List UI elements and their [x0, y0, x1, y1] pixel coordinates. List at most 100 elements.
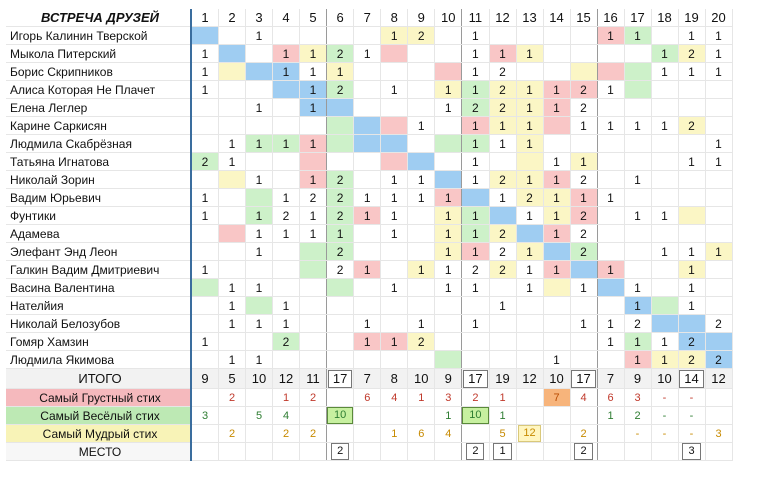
score-cell: [678, 206, 706, 225]
score-cell: 1: [705, 62, 733, 81]
score-cell: [353, 350, 382, 369]
score-cell: 1: [489, 44, 517, 63]
score-cell: 1: [624, 206, 652, 225]
score-cell: 1: [678, 260, 706, 279]
score-cell: 1: [624, 278, 652, 297]
column-header: 9: [407, 9, 436, 27]
place-row-value: 1: [493, 443, 512, 460]
sad-row-cell: 1: [489, 388, 517, 407]
score-cell: 1: [597, 188, 625, 207]
score-cell: 2: [624, 314, 652, 333]
score-cell: 1: [353, 188, 382, 207]
score-cell: 1: [624, 170, 652, 189]
score-cell: 1: [434, 242, 463, 261]
score-cell: 1: [461, 152, 490, 171]
column-header: 15: [570, 9, 598, 27]
score-cell: [651, 80, 679, 99]
score-cell: [272, 170, 300, 189]
score-cell: 1: [191, 260, 219, 279]
score-cell: 1: [353, 44, 382, 63]
score-cell: [353, 134, 382, 153]
score-cell: [299, 260, 327, 279]
score-cell: 1: [516, 278, 544, 297]
score-cell: 1: [597, 332, 625, 351]
score-cell: [353, 26, 382, 45]
place-row-label: МЕСТО: [6, 442, 192, 461]
score-cell: 1: [516, 98, 544, 117]
score-cell: 1: [434, 260, 463, 279]
column-header: 12: [489, 9, 517, 27]
sad-row-cell: 6: [353, 388, 382, 407]
score-cell: [434, 314, 463, 333]
score-cell: [245, 44, 273, 63]
wise-row-cell: [245, 424, 273, 443]
score-cell: [678, 314, 706, 333]
merry-row-cell: -: [678, 406, 706, 425]
score-cell: 1: [245, 224, 273, 243]
place-row-cell: [543, 442, 571, 461]
score-cell: 1: [543, 188, 571, 207]
score-cell: 1: [245, 170, 273, 189]
score-cell: [489, 26, 517, 45]
score-cell: [434, 170, 463, 189]
score-cell: [245, 62, 273, 81]
participant-name: Гомяр Хамзин: [6, 332, 192, 351]
score-cell: [272, 116, 300, 135]
score-cell: [218, 44, 246, 63]
score-cell: 2: [489, 170, 517, 189]
score-cell: 1: [245, 314, 273, 333]
score-cell: 2: [326, 80, 355, 99]
score-cell: 2: [461, 260, 490, 279]
score-cell: [218, 26, 246, 45]
score-cell: [705, 206, 733, 225]
participant-name: Людмила Скабрёзная: [6, 134, 192, 153]
score-cell: 2: [489, 224, 517, 243]
score-cell: [299, 278, 327, 297]
score-cell: 1: [218, 152, 246, 171]
sad-row-cell: [245, 388, 273, 407]
score-cell: [597, 44, 625, 63]
score-cell: 1: [218, 278, 246, 297]
score-cell: 1: [272, 62, 300, 81]
total-cell: 7: [353, 368, 382, 389]
participant-name: Фунтики: [6, 206, 192, 225]
score-cell: [380, 296, 409, 315]
score-cell: 1: [705, 44, 733, 63]
merry-row-cell: 5: [245, 406, 273, 425]
score-cell: 1: [678, 152, 706, 171]
score-cell: 1: [245, 350, 273, 369]
score-cell: 2: [489, 260, 517, 279]
score-cell: 1: [651, 116, 679, 135]
score-cell: [353, 98, 382, 117]
score-cell: 1: [570, 152, 598, 171]
score-cell: [489, 314, 517, 333]
merry-row-cell: 1: [597, 406, 625, 425]
score-cell: [326, 26, 355, 45]
place-row-cell: 3: [678, 442, 706, 461]
score-cell: 1: [543, 152, 571, 171]
column-header: 17: [624, 9, 652, 27]
score-cell: 1: [570, 314, 598, 333]
score-cell: 1: [624, 332, 652, 351]
score-cell: [407, 62, 436, 81]
score-cell: [272, 26, 300, 45]
score-cell: [299, 296, 327, 315]
score-cell: 1: [624, 296, 652, 315]
score-cell: [705, 116, 733, 135]
score-cell: [326, 314, 355, 333]
sad-row-cell: 3: [434, 388, 463, 407]
score-cell: [191, 26, 219, 45]
wise-row-label: Самый Мудрый стих: [6, 424, 192, 443]
participant-name: Игорь Калинин Тверской: [6, 26, 192, 45]
score-cell: 1: [489, 188, 517, 207]
score-cell: 1: [434, 224, 463, 243]
score-cell: [489, 206, 517, 225]
score-cell: 1: [597, 314, 625, 333]
score-cell: [380, 134, 409, 153]
total-cell: 12: [516, 368, 544, 389]
score-cell: 1: [407, 260, 436, 279]
merry-row-cell: 10: [326, 406, 355, 425]
score-cell: [299, 332, 327, 351]
score-cell: 1: [570, 278, 598, 297]
